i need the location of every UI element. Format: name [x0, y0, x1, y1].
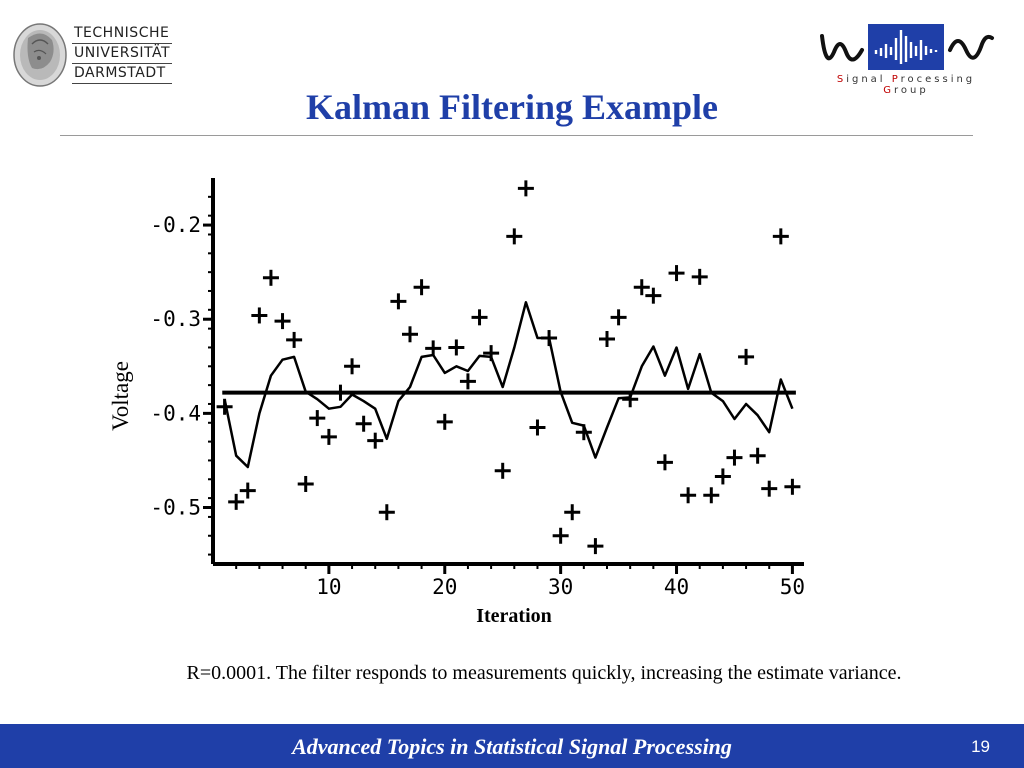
y-tick-label: -0.2: [150, 213, 201, 237]
measurement-point: [714, 468, 731, 485]
measurement-point: [251, 307, 268, 324]
measurement-point: [216, 398, 233, 415]
measurement-point: [784, 478, 801, 495]
measurement-point: [286, 331, 303, 348]
measurement-point: [309, 410, 326, 427]
measurement-point: [529, 419, 546, 436]
measurement-point: [320, 428, 337, 445]
measurement-point: [274, 313, 291, 330]
measurement-point: [738, 348, 755, 365]
university-name: TECHNISCHE UNIVERSITÄT DARMSTADT: [72, 24, 173, 84]
measurement-point: [575, 424, 592, 441]
measurement-point: [239, 482, 256, 499]
measurement-point: [228, 493, 245, 510]
page-number: 19: [971, 737, 990, 756]
waveform-logo-icon: [820, 24, 994, 70]
y-tick-label: -0.4: [150, 401, 201, 425]
slide-title: Kalman Filtering Example: [306, 87, 718, 127]
measurement-point: [471, 309, 488, 326]
university-name-line: DARMSTADT: [72, 64, 173, 84]
measurement-point: [494, 462, 511, 479]
measurement-point: [459, 373, 476, 390]
measurement-point: [344, 358, 361, 375]
estimate-line: [223, 301, 794, 469]
y-axis-label: Voltage: [108, 361, 133, 431]
chart-axes: [211, 178, 804, 566]
title-divider: [60, 135, 973, 136]
measurement-point: [610, 309, 627, 326]
measurement-point: [552, 527, 569, 544]
measurement-point: [355, 415, 372, 432]
measurement-point: [633, 279, 650, 296]
measurement-series: [216, 180, 801, 555]
measurement-point: [680, 487, 697, 504]
measurement-point: [541, 330, 558, 347]
measurement-point: [668, 265, 685, 282]
measurement-point: [726, 449, 743, 466]
x-tick-label: 30: [548, 575, 573, 599]
x-tick-label: 50: [780, 575, 805, 599]
measurement-point: [436, 413, 453, 430]
measurement-point: [378, 504, 395, 521]
chart-ticks: -0.2 -0.3 -0.4 -0.5 10 20 30 40 50: [150, 195, 805, 599]
measurement-point: [483, 345, 500, 362]
measurement-point: [402, 326, 418, 343]
measurement-point: [587, 538, 604, 555]
measurement-point: [761, 480, 778, 497]
measurement-point: [517, 180, 534, 197]
kalman-chart: -0.2 -0.3 -0.4 -0.5 10 20 30 40 50 Voltage Itera…: [108, 178, 805, 627]
x-tick-label: 10: [316, 575, 341, 599]
x-tick-label: 20: [432, 575, 457, 599]
y-tick-label: -0.5: [150, 496, 201, 520]
university-name-line: TECHNISCHE: [72, 24, 173, 44]
measurement-point: [772, 228, 789, 245]
estimate-series: [223, 301, 794, 469]
x-axis-label: Iteration: [476, 605, 552, 627]
athena-seal-icon: [13, 23, 67, 87]
measurement-point: [749, 447, 766, 464]
measurement-point: [425, 340, 442, 357]
footer-bar: Advanced Topics in Statistical Signal Pr…: [0, 724, 1024, 768]
group-logo: Signal Processing Group: [816, 22, 996, 96]
measurement-point: [622, 391, 639, 408]
measurement-point: [367, 432, 384, 449]
measurement-point: [297, 475, 314, 492]
x-tick-label: 40: [664, 575, 689, 599]
measurement-point: [703, 487, 720, 504]
measurement-point: [599, 330, 615, 347]
course-title: Advanced Topics in Statistical Signal Pr…: [292, 734, 732, 759]
slide-caption: R=0.0001. The filter responds to measure…: [186, 662, 902, 684]
university-logo: TECHNISCHE UNIVERSITÄT DARMSTADT: [12, 22, 177, 90]
measurement-point: [656, 454, 673, 471]
university-name-line: UNIVERSITÄT: [72, 44, 173, 64]
measurement-point: [413, 279, 430, 296]
measurement-point: [262, 269, 279, 286]
measurement-point: [390, 293, 407, 310]
measurement-point: [448, 339, 465, 356]
y-tick-label: -0.3: [150, 307, 201, 331]
measurement-point: [506, 228, 523, 245]
measurement-point: [332, 384, 349, 401]
measurement-point: [645, 287, 662, 304]
measurement-point: [691, 268, 708, 285]
group-caption: Signal Processing Group: [836, 74, 976, 96]
measurement-point: [564, 504, 581, 521]
